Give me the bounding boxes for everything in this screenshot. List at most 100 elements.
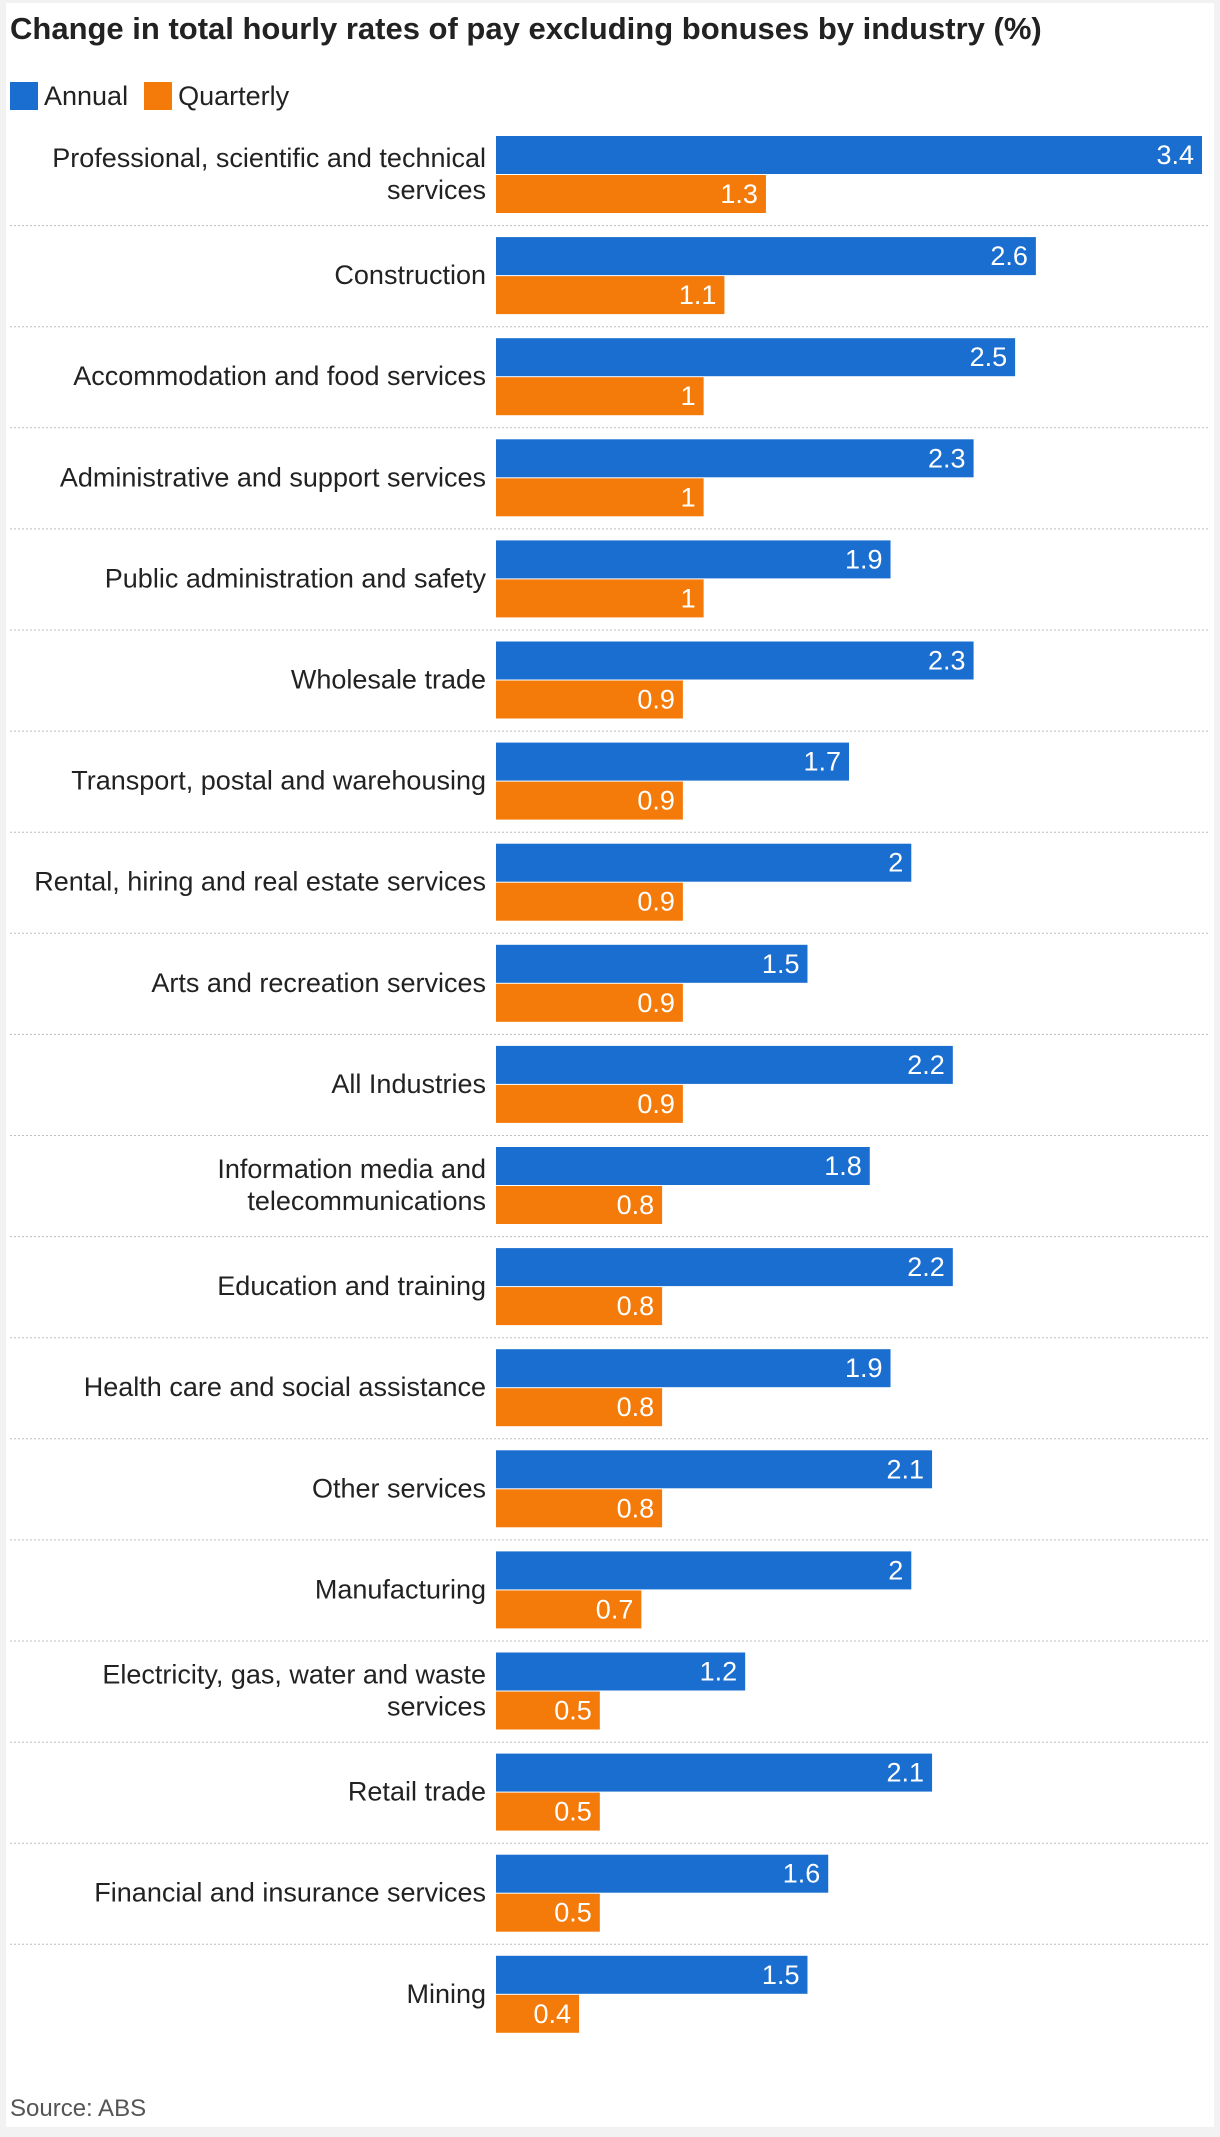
bar-annual-transport-postal-and-warehousing [496, 742, 849, 781]
category-label-manufacturing: Manufacturing [315, 1574, 486, 1604]
bar-annual-financial-and-insurance-services [496, 1854, 829, 1893]
value-label-annual-arts-and-recreation-services: 1.5 [762, 949, 800, 979]
legend-swatch-annual [10, 82, 38, 110]
bar-annual-electricity-gas-water-and-waste-services [496, 1652, 746, 1691]
value-label-quarterly-education-and-training: 0.8 [617, 1291, 655, 1321]
legend-swatch-quarterly [144, 82, 173, 110]
category-label-rental-hiring-and-real-estate-services: Rental, hiring and real estate services [34, 867, 486, 897]
bar-annual-rental-hiring-and-real-estate-services [496, 843, 912, 882]
value-label-annual-public-administration-and-safety: 1.9 [845, 544, 883, 574]
bar-annual-information-media-and-telecommunications [496, 1147, 870, 1185]
value-label-annual-transport-postal-and-warehousing: 1.7 [803, 747, 841, 777]
category-label-retail-trade: Retail trade [348, 1777, 486, 1807]
legend-label-annual: Annual [44, 80, 129, 111]
category-label-arts-and-recreation-services: Arts and recreation services [151, 968, 486, 998]
value-label-annual-professional-scientific-and-technical-services: 3.4 [1156, 140, 1194, 170]
value-label-annual-information-media-and-telecommunications: 1.8 [824, 1151, 862, 1181]
value-label-quarterly-mining: 0.4 [534, 1999, 572, 2029]
value-label-annual-retail-trade: 2.1 [887, 1758, 925, 1788]
legend-label-quarterly: Quarterly [178, 80, 290, 111]
category-label-construction: Construction [334, 260, 486, 290]
category-label-financial-and-insurance-services: Financial and insurance services [94, 1878, 486, 1908]
value-label-quarterly-other-services: 0.8 [617, 1493, 655, 1523]
bar-quarterly-information-media-and-telecommunications [496, 1186, 663, 1224]
category-label-public-administration-and-safety: Public administration and safety [105, 563, 487, 593]
bar-quarterly-arts-and-recreation-services [496, 983, 683, 1022]
bar-annual-all-industries [496, 1045, 953, 1084]
bar-quarterly-mining [496, 1994, 580, 2033]
value-label-annual-rental-hiring-and-real-estate-services: 2 [888, 848, 903, 878]
value-label-quarterly-financial-and-insurance-services: 0.5 [554, 1898, 592, 1928]
bar-quarterly-accommodation-and-food-services [496, 377, 704, 416]
value-label-quarterly-information-media-and-telecommunications: 0.8 [617, 1190, 655, 1220]
bar-quarterly-financial-and-insurance-services [496, 1893, 600, 1932]
value-label-annual-accommodation-and-food-services: 2.5 [970, 342, 1008, 372]
value-label-quarterly-electricity-gas-water-and-waste-services: 0.5 [554, 1696, 592, 1726]
bar-annual-other-services [496, 1450, 933, 1489]
legend-item-quarterly: Quarterly [144, 81, 289, 112]
value-label-annual-other-services: 2.1 [887, 1454, 925, 1484]
value-label-annual-mining: 1.5 [762, 1960, 800, 1990]
category-label-administrative-and-support-services: Administrative and support services [60, 462, 486, 492]
bar-annual-public-administration-and-safety [496, 540, 891, 579]
value-label-annual-health-care-and-social-assistance: 1.9 [845, 1353, 883, 1383]
category-label-transport-postal-and-warehousing: Transport, postal and warehousing [71, 766, 486, 796]
bar-quarterly-other-services [496, 1489, 663, 1528]
bar-quarterly-professional-scientific-and-technical-services [496, 175, 766, 213]
bar-quarterly-public-administration-and-safety [496, 579, 704, 618]
bar-quarterly-administrative-and-support-services [496, 478, 704, 517]
value-label-quarterly-transport-postal-and-warehousing: 0.9 [637, 786, 675, 816]
bar-annual-health-care-and-social-assistance [496, 1349, 891, 1388]
bar-quarterly-health-care-and-social-assistance [496, 1388, 663, 1427]
value-label-quarterly-professional-scientific-and-technical-services: 1.3 [720, 179, 758, 209]
bar-quarterly-education-and-training [496, 1287, 663, 1326]
value-label-annual-all-industries: 2.2 [907, 1050, 945, 1080]
value-label-quarterly-accommodation-and-food-services: 1 [681, 381, 696, 411]
bar-chart: 3.4 1.3 Professional, scientific and techn… [10, 136, 1210, 2033]
bar-quarterly-construction [496, 276, 725, 315]
bar-quarterly-wholesale-trade [496, 680, 683, 719]
legend: Annual Quarterly [10, 79, 305, 113]
value-label-quarterly-public-administration-and-safety: 1 [681, 583, 696, 613]
bar-quarterly-electricity-gas-water-and-waste-services [496, 1691, 600, 1730]
category-label-information-media-and-telecommunications: Information media and telecommunications [217, 1154, 486, 1216]
bar-annual-arts-and-recreation-services [496, 944, 808, 983]
value-label-annual-electricity-gas-water-and-waste-services: 1.2 [700, 1657, 738, 1687]
source-note: Source: ABS [10, 2095, 147, 2122]
value-label-quarterly-arts-and-recreation-services: 0.9 [637, 988, 675, 1018]
value-label-annual-wholesale-trade: 2.3 [928, 646, 966, 676]
category-label-accommodation-and-food-services: Accommodation and food services [73, 361, 486, 391]
bar-annual-education-and-training [496, 1248, 953, 1287]
value-label-quarterly-rental-hiring-and-real-estate-services: 0.9 [637, 887, 675, 917]
bar-quarterly-manufacturing [496, 1590, 642, 1629]
value-label-annual-administrative-and-support-services: 2.3 [928, 443, 966, 473]
chart-title: Change in total hourly rates of pay excl… [10, 11, 1042, 46]
category-label-wholesale-trade: Wholesale trade [291, 665, 486, 695]
value-label-quarterly-wholesale-trade: 0.9 [637, 685, 675, 715]
bar-quarterly-all-industries [496, 1084, 683, 1123]
value-label-annual-education-and-training: 2.2 [907, 1252, 945, 1282]
category-label-other-services: Other services [312, 1473, 486, 1503]
chart-card: Change in total hourly rates of pay excl… [6, 3, 1214, 2127]
bar-annual-professional-scientific-and-technical-services [496, 136, 1202, 174]
value-label-quarterly-construction: 1.1 [679, 280, 717, 310]
bar-annual-administrative-and-support-services [496, 439, 974, 478]
category-label-electricity-gas-water-and-waste-services: Electricity, gas, water and waste service… [102, 1660, 486, 1722]
legend-item-annual: Annual [10, 81, 128, 112]
bar-quarterly-rental-hiring-and-real-estate-services [496, 882, 683, 921]
category-label-education-and-training: Education and training [217, 1271, 486, 1301]
category-label-all-industries: All Industries [331, 1069, 486, 1099]
value-label-quarterly-administrative-and-support-services: 1 [681, 482, 696, 512]
value-label-quarterly-manufacturing: 0.7 [596, 1594, 634, 1624]
category-label-professional-scientific-and-technical-services: Professional, scientific and technical se… [52, 143, 486, 205]
bar-annual-wholesale-trade [496, 641, 974, 680]
bar-quarterly-retail-trade [496, 1792, 600, 1831]
value-label-quarterly-all-industries: 0.9 [637, 1089, 675, 1119]
bar-quarterly-transport-postal-and-warehousing [496, 781, 683, 820]
category-label-mining: Mining [406, 1979, 486, 2009]
bar-annual-manufacturing [496, 1551, 912, 1590]
value-label-annual-manufacturing: 2 [888, 1555, 903, 1585]
bar-annual-accommodation-and-food-services [496, 338, 1016, 377]
value-label-quarterly-health-care-and-social-assistance: 0.8 [617, 1392, 655, 1422]
bar-annual-mining [496, 1955, 808, 1994]
